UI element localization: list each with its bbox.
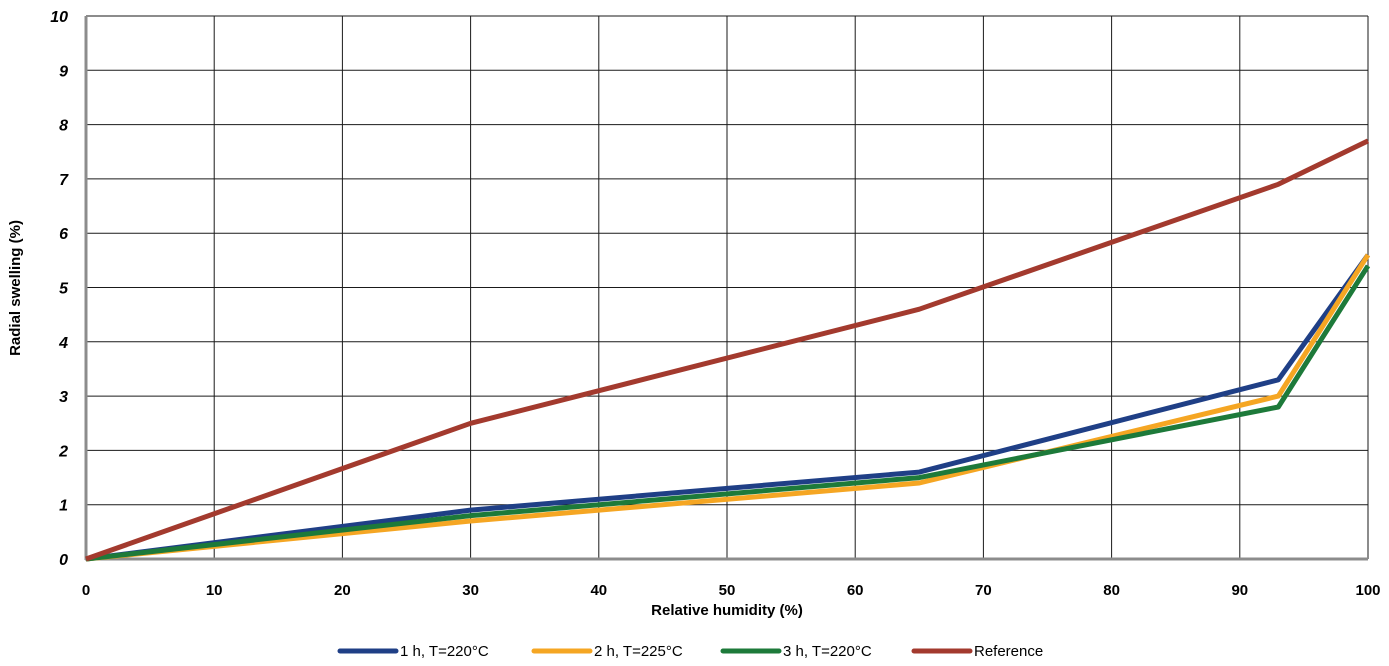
y-tick-label: 8 [59, 118, 68, 135]
y-tick-label: 5 [59, 281, 69, 298]
legend-item: 1 h, T=220°C [337, 643, 489, 660]
x-axis-label: Relative humidity (%) [651, 602, 803, 619]
axes [84, 16, 1368, 561]
x-tick-label: 30 [462, 582, 479, 599]
x-tick-label: 70 [975, 582, 992, 599]
legend-item: 3 h, T=220°C [720, 643, 872, 660]
y-tick-label: 1 [59, 498, 68, 515]
grid [85, 15, 1369, 560]
x-tick-label: 10 [206, 582, 223, 599]
x-tick-label: 90 [1231, 582, 1248, 599]
y-tick-label: 10 [50, 9, 68, 26]
y-axis-ticks: 0 1 2 3 4 5 6 7 8 9 10 [50, 9, 69, 569]
y-tick-label: 7 [59, 172, 69, 189]
x-tick-label: 20 [334, 582, 351, 599]
series-line-4 [85, 138, 1370, 562]
x-tick-label: 0 [82, 582, 90, 599]
x-tick-label: 60 [847, 582, 864, 599]
legend-label: 2 h, T=225°C [594, 643, 683, 660]
legend-label: Reference [974, 643, 1043, 660]
x-axis-ticks: 0 10 20 30 40 50 60 70 80 90 100 [82, 582, 1381, 599]
legend-label: 3 h, T=220°C [783, 643, 872, 660]
series-line-1 [85, 253, 1371, 562]
legend-item: Reference [911, 643, 1043, 660]
y-tick-label: 2 [58, 443, 68, 460]
x-tick-label: 100 [1355, 582, 1380, 599]
series-line-3 [85, 264, 1371, 562]
x-tick-label: 50 [719, 582, 736, 599]
y-tick-label: 4 [58, 335, 68, 352]
series-lines [85, 138, 1371, 562]
legend-label: 1 h, T=220°C [400, 643, 489, 660]
y-tick-label: 6 [59, 226, 68, 243]
series-line-2 [85, 253, 1371, 562]
y-axis-label: Radial swelling (%) [7, 220, 24, 356]
y-tick-label: 9 [59, 63, 68, 80]
legend-item: 2 h, T=225°C [531, 643, 683, 660]
x-tick-label: 40 [590, 582, 607, 599]
y-tick-label: 3 [59, 389, 68, 406]
x-tick-label: 80 [1103, 582, 1120, 599]
y-tick-label: 0 [59, 552, 68, 569]
legend: 1 h, T=220°C 2 h, T=225°C 3 h, T=220°C Refe… [337, 643, 1043, 660]
